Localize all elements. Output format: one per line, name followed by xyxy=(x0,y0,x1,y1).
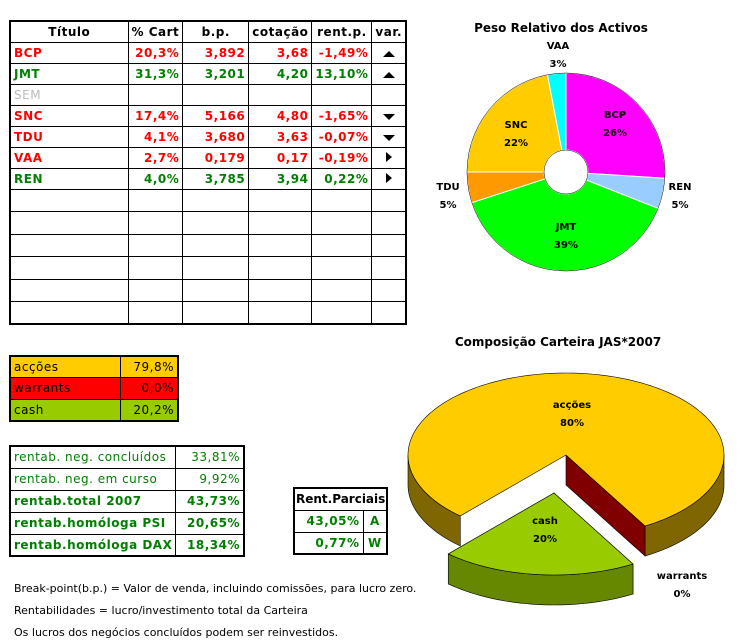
returns-row: rentab.homóloga PSI 20,65% xyxy=(9,511,245,535)
empty-row[interactable] xyxy=(9,278,407,302)
empty-cell xyxy=(371,188,407,212)
pie3d-slice-cash xyxy=(447,492,634,576)
donut-label: REN xyxy=(669,182,692,193)
empty-row[interactable] xyxy=(9,211,407,235)
empty-cell xyxy=(9,188,129,212)
returns-value: 43,73% xyxy=(175,489,245,513)
pie3d-value: 80% xyxy=(560,418,584,429)
allocation-value: 20,2% xyxy=(119,398,179,421)
rent-cell: 13,10% xyxy=(311,62,373,85)
pie3d-value: 20% xyxy=(533,534,557,545)
partial-value: 43,05% xyxy=(293,509,364,533)
partial-returns-table: Rent.Parciais 43,05% A 0,77% W xyxy=(293,487,389,555)
allocation-table: acções 79,8% warrants 0,0% cash 20,2% xyxy=(9,355,179,422)
rent-cell: -1,49% xyxy=(311,41,373,64)
allocation-row: acções 79,8% xyxy=(9,355,179,378)
arrow-down-icon xyxy=(382,113,395,120)
empty-cell xyxy=(371,301,407,325)
donut-title: Peso Relativo dos Activos xyxy=(474,21,648,35)
donut-label: VAA xyxy=(547,41,570,52)
returns-row: rentab.total 2007 43,73% xyxy=(9,489,245,513)
donut-outline xyxy=(466,72,666,272)
arrow-right-icon xyxy=(385,172,392,183)
ticker-cell: JMT xyxy=(9,62,129,85)
ticker-cell: REN xyxy=(9,167,129,190)
returns-row: rentab. neg. em curso 9,92% xyxy=(9,467,245,491)
allocation-label: cash xyxy=(9,398,121,421)
header-row: Título% Cart b.p. cotação rent.p. var. xyxy=(9,20,407,43)
empty-cell xyxy=(9,301,129,325)
empty-cell xyxy=(248,301,313,325)
rent-cell: -1,65% xyxy=(311,104,373,127)
rent-cell: 0,22% xyxy=(311,167,373,190)
note-returns: Rentabilidades = lucro/investimento tota… xyxy=(14,604,308,617)
note-profits: Os lucros dos negócios concluídos podem … xyxy=(14,626,339,639)
donut-value: 39% xyxy=(554,240,578,251)
donut-value: 3% xyxy=(550,59,567,70)
pct-cell: 20,3% xyxy=(127,41,184,64)
donut-hole xyxy=(543,149,589,195)
cot-cell: 4,20 xyxy=(248,62,313,85)
cot-cell: 3,63 xyxy=(248,125,313,148)
pie3d-value: 0% xyxy=(674,589,691,600)
table-row[interactable]: REN 4,0% 3,785 3,94 0,22% xyxy=(9,167,407,190)
pie3d-slice-acoes xyxy=(407,372,725,527)
arrow-right-icon xyxy=(385,151,392,162)
returns-label: rentab. neg. em curso xyxy=(9,467,177,491)
donut-value: 22% xyxy=(504,138,528,149)
empty-row[interactable] xyxy=(9,301,407,325)
returns-label: rentab.homóloga DAX xyxy=(9,533,177,557)
table-row[interactable]: BCP 20,3% 3,892 3,68 -1,49% xyxy=(9,41,407,64)
returns-value: 20,65% xyxy=(175,511,245,535)
returns-label: rentab.homóloga PSI xyxy=(9,511,177,535)
portfolio-table: Título% Cart b.p. cotação rent.p. var. BCP 20,… xyxy=(9,20,408,325)
donut-label: JMT xyxy=(555,222,577,233)
donut-value: 5% xyxy=(440,200,457,211)
returns-table: rentab. neg. concluídos 33,81% rentab. neg… xyxy=(9,445,245,557)
arrow-down-icon xyxy=(382,134,395,141)
returns-label: rentab. neg. concluídos xyxy=(9,445,177,469)
empty-cell xyxy=(371,211,407,235)
bp-cell: 3,680 xyxy=(182,125,250,148)
cot-cell: 3,68 xyxy=(248,41,313,64)
empty-cell xyxy=(248,211,313,235)
note-breakpoint: Break-point(b.p.) = Valor de venda, incl… xyxy=(14,582,417,595)
pie3d-label: cash xyxy=(532,516,558,527)
partial-row: 0,77% W xyxy=(293,531,388,555)
table-row[interactable]: VAA 2,7% 0,179 0,17 -0,19% xyxy=(9,146,407,169)
allocation-value: 0,0% xyxy=(119,377,179,400)
bp-cell: 3,785 xyxy=(182,167,250,190)
allocation-row: cash 20,2% xyxy=(9,398,179,421)
table-row[interactable]: JMT 31,3% 3,201 4,20 13,10% xyxy=(9,62,407,85)
column-header: var. xyxy=(371,20,407,43)
partial-code: W xyxy=(362,531,388,555)
pct-cell: 17,4% xyxy=(127,104,184,127)
pie3d-label: acções xyxy=(553,400,591,411)
empty-cell xyxy=(248,188,313,212)
returns-value: 18,34% xyxy=(175,533,245,557)
column-header: rent.p. xyxy=(311,20,373,43)
donut-label: BCP xyxy=(604,110,626,121)
donut-label: TDU xyxy=(436,182,459,193)
bp-cell: 0,179 xyxy=(182,146,250,169)
partial-row: 43,05% A xyxy=(293,509,388,533)
returns-row: rentab.homóloga DAX 18,34% xyxy=(9,533,245,557)
returns-row: rentab. neg. concluídos 33,81% xyxy=(9,445,245,469)
pie3d-title: Composição Carteira JAS*2007 xyxy=(455,335,661,349)
donut-value: 5% xyxy=(672,200,689,211)
donut-value: 26% xyxy=(603,128,627,139)
empty-row[interactable] xyxy=(9,188,407,212)
cot-cell: 3,94 xyxy=(248,167,313,190)
returns-value: 33,81% xyxy=(175,445,245,469)
arrow-up-icon xyxy=(382,71,395,78)
column-header: % Cart xyxy=(127,20,184,43)
pie3d-label: warrants xyxy=(657,571,707,582)
var-cell xyxy=(371,167,407,190)
empty-cell xyxy=(9,211,129,235)
allocation-row: warrants 0,0% xyxy=(9,377,179,400)
donut-label: SNC xyxy=(505,120,528,131)
arrow-up-icon xyxy=(382,50,395,57)
